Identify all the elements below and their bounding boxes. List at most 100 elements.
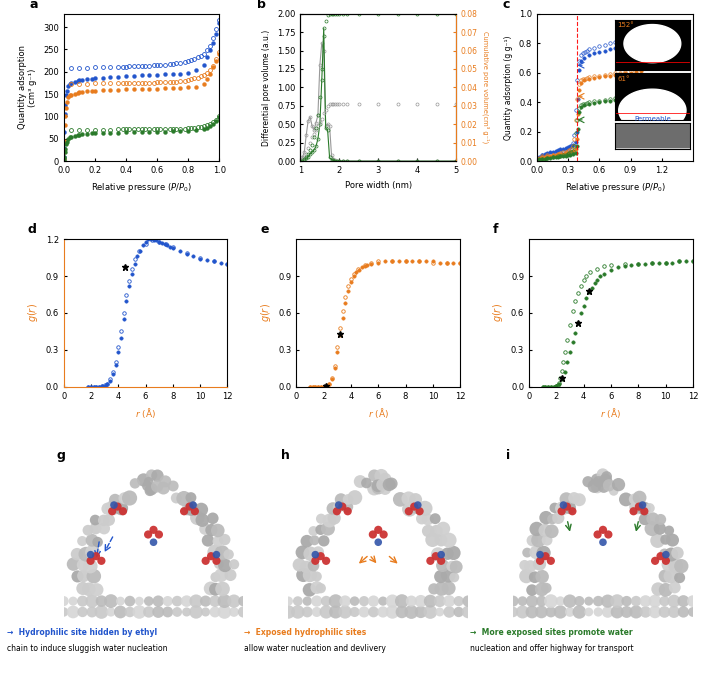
Point [583, 607, 595, 618]
Point [660, 584, 672, 595]
Point [640, 607, 651, 618]
Point [95, 556, 107, 567]
X-axis label: $r$ (Å): $r$ (Å) [368, 406, 389, 420]
Point [124, 492, 135, 503]
Point [320, 596, 332, 607]
Point [217, 584, 228, 595]
Point [553, 513, 564, 524]
Point [687, 596, 699, 607]
Point [309, 535, 320, 545]
Point [210, 584, 221, 595]
Point [71, 549, 83, 560]
Point [517, 607, 528, 618]
Text: →  Hydrophilic site hidden by ethyl: → Hydrophilic site hidden by ethyl [7, 628, 157, 637]
Point [324, 515, 335, 526]
Point [151, 481, 163, 492]
Point [105, 596, 117, 607]
Point [86, 535, 98, 545]
Point [422, 514, 433, 525]
Point [98, 523, 110, 534]
Point [361, 477, 372, 488]
Point [542, 535, 553, 545]
Point [520, 571, 532, 582]
Point [539, 525, 551, 536]
Point [603, 480, 614, 491]
Point [368, 596, 379, 607]
Point [300, 562, 312, 573]
Point [568, 492, 580, 503]
Point [545, 556, 556, 567]
Point [72, 571, 83, 582]
Point [602, 607, 614, 618]
Point [349, 596, 361, 607]
Point [129, 478, 141, 489]
Y-axis label: Quantity adsorption (g g⁻¹): Quantity adsorption (g g⁻¹) [504, 35, 513, 140]
Point [98, 515, 110, 526]
Point [80, 549, 91, 560]
Point [667, 535, 678, 545]
Point [378, 607, 389, 618]
Point [573, 494, 585, 505]
Point [297, 547, 308, 558]
Point [225, 569, 236, 580]
Point [396, 607, 407, 618]
Point [77, 560, 88, 571]
Point [358, 596, 370, 607]
Point [410, 494, 421, 505]
Point [228, 596, 240, 607]
Point [181, 596, 192, 607]
Point [302, 607, 313, 618]
Point [148, 537, 159, 548]
Text: g: g [57, 449, 65, 462]
Point [211, 556, 222, 567]
Point [534, 549, 546, 560]
Point [333, 502, 344, 513]
Point [592, 596, 604, 607]
Point [168, 481, 179, 492]
Point [162, 607, 173, 618]
Point [558, 500, 569, 511]
Point [152, 471, 163, 481]
Point [105, 607, 117, 618]
Point [181, 607, 192, 618]
Point [178, 493, 189, 504]
Point [443, 535, 455, 545]
Point [209, 607, 221, 618]
Point [508, 607, 519, 618]
Point [119, 493, 130, 504]
Point [589, 481, 600, 492]
Point [555, 596, 566, 607]
Point [597, 524, 609, 535]
Point [368, 470, 380, 481]
Point [332, 506, 343, 517]
Point [620, 494, 631, 505]
Point [77, 583, 88, 594]
Point [450, 561, 462, 572]
Point [302, 596, 313, 607]
Point [311, 596, 322, 607]
Point [591, 474, 602, 485]
Point [292, 607, 303, 618]
Point [339, 607, 351, 618]
Point [668, 607, 679, 618]
Point [212, 525, 223, 536]
Point [304, 584, 315, 595]
Point [659, 607, 670, 618]
Point [187, 500, 199, 511]
Point [415, 607, 426, 618]
Point [403, 493, 414, 504]
Point [411, 503, 422, 513]
Point [304, 569, 315, 580]
Point [283, 607, 294, 618]
Point [527, 535, 538, 546]
Point [662, 559, 674, 570]
Point [660, 534, 671, 545]
Point [561, 501, 573, 512]
Point [206, 551, 217, 562]
Point [146, 484, 157, 494]
Point [545, 607, 556, 618]
Point [368, 607, 379, 618]
Point [534, 558, 545, 569]
Point [380, 484, 391, 494]
Point [330, 607, 341, 618]
